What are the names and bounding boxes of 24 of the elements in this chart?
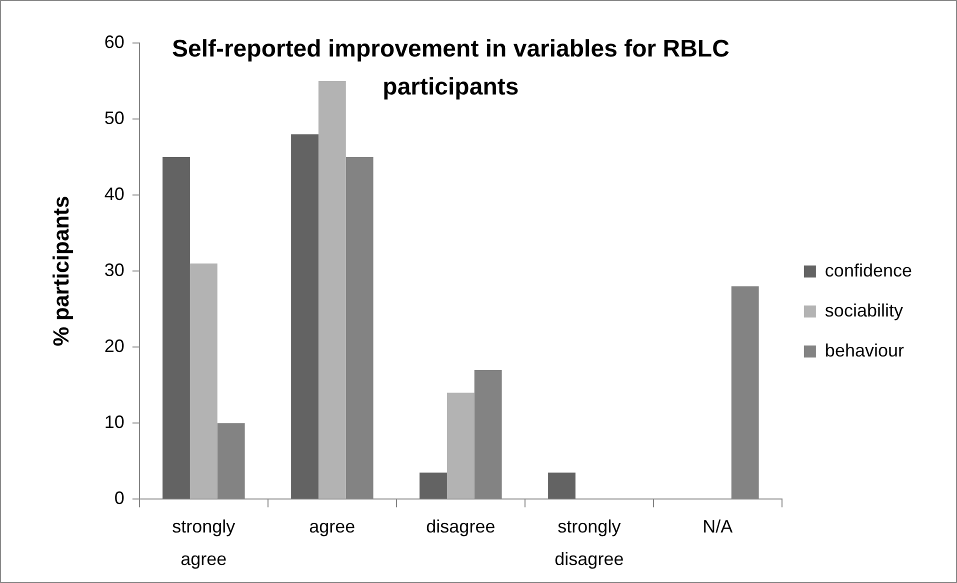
bar [318,81,346,499]
bar [446,392,474,499]
y-axis-title: % participants [48,196,74,346]
x-tick-label: strongly disagree [554,516,624,569]
bar [420,472,447,499]
y-tick-label: 10 [104,412,124,432]
x-tick-label: disagree [426,516,496,536]
y-tick-label: 40 [104,184,124,204]
x-tick-label: N/A [702,516,733,536]
legend-label: behaviour [824,340,904,360]
bar [291,134,318,499]
y-tick-label: 60 [104,32,124,52]
x-tick-label: agree [309,516,356,536]
bar [548,472,576,499]
y-tick-label: 0 [114,488,124,508]
legend-label: sociability [824,300,903,320]
bar [190,263,218,499]
bar [162,157,190,499]
x-tick-label: strongly agree [172,516,236,569]
y-tick-label: 20 [104,336,124,356]
y-tick-label: 30 [104,260,124,280]
text: Self-reported improvement in variables for RBLC participants [172,36,730,101]
legend-label: confidence [824,260,912,280]
y-tick-label: 50 [104,108,124,128]
